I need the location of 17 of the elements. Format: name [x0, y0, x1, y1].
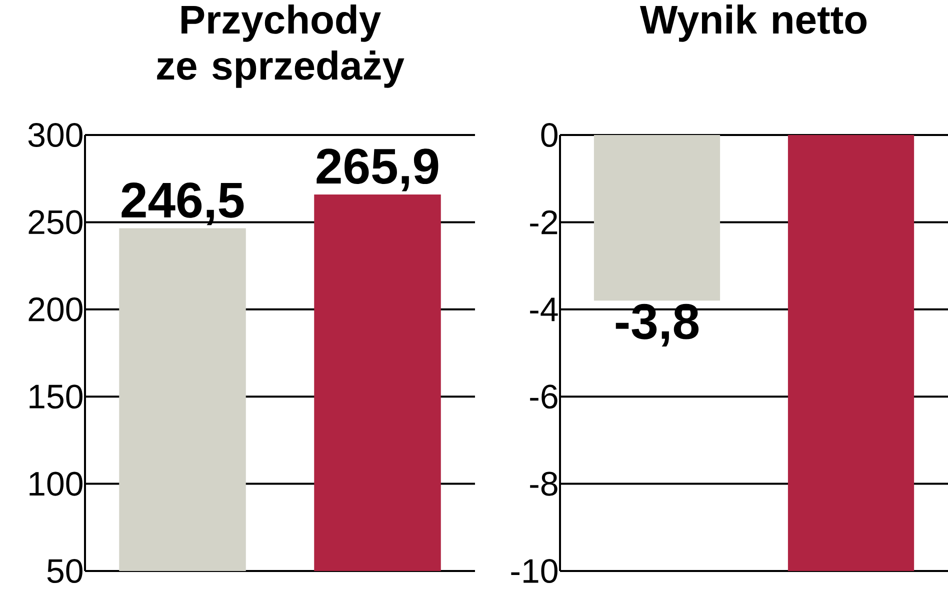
y-tick-label: 0: [541, 122, 558, 148]
y-tick-label: 250: [28, 210, 82, 234]
y-tick-label: -2: [530, 210, 558, 234]
data-label: 246,5: [122, 182, 244, 226]
chart-title: Wynik netto: [640, 4, 867, 42]
chart-title: Przychody ze sprzedaży: [157, 4, 404, 88]
y-tick-label: -4: [530, 298, 558, 322]
y-tick-label: -6: [530, 384, 558, 409]
y-tick-label: -8: [530, 472, 558, 496]
y-tick-label: 150: [30, 384, 82, 409]
y-tick-label: 200: [28, 297, 82, 322]
y-tick-label: 300: [28, 122, 82, 148]
y-tick-label: -10: [511, 558, 558, 584]
data-label: 265,9: [316, 148, 438, 192]
y-tick-label: 50: [47, 558, 82, 584]
y-tick-label: 100: [30, 472, 82, 496]
data-label: -3,8: [616, 304, 699, 347]
